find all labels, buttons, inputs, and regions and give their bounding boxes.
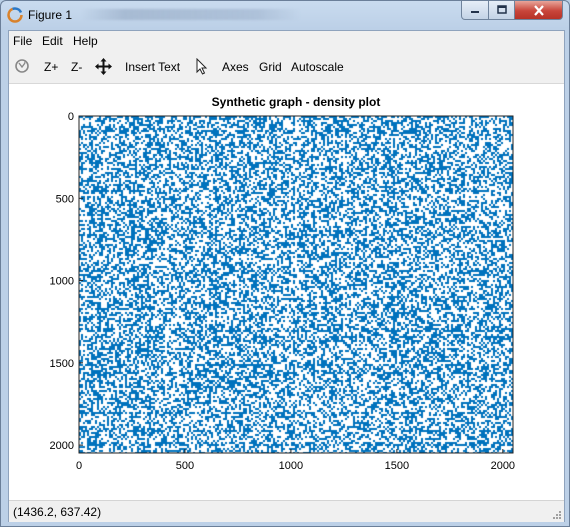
toolbar: Z+ Z- Insert Text Axes Grid Autoscale bbox=[9, 51, 564, 84]
axes-button[interactable]: Axes bbox=[222, 60, 249, 74]
y-tick-label: 500 bbox=[56, 193, 74, 205]
close-icon bbox=[533, 4, 544, 16]
density-plot[interactable]: Synthetic graph - density plot 0 500 1000 1… bbox=[9, 84, 564, 500]
status-bar: (1436.2, 637.42) bbox=[9, 500, 564, 522]
axes-frame bbox=[78, 115, 514, 454]
octave-logo-icon bbox=[7, 7, 23, 23]
x-tick-label: 500 bbox=[176, 460, 194, 472]
window-title: Figure 1 bbox=[28, 8, 73, 22]
resize-grip-icon[interactable] bbox=[551, 509, 562, 520]
menu-help[interactable]: Help bbox=[73, 34, 98, 48]
y-tick-label: 1000 bbox=[50, 276, 74, 288]
density-matrix bbox=[79, 116, 513, 453]
x-tick-label: 1000 bbox=[279, 460, 303, 472]
y-tick-label: 0 bbox=[68, 111, 74, 123]
figure-canvas[interactable]: Synthetic graph - density plot 0 500 1000 1… bbox=[9, 84, 564, 500]
rotate-icon[interactable] bbox=[14, 58, 30, 74]
autoscale-button[interactable]: Autoscale bbox=[291, 60, 344, 74]
menu-edit[interactable]: Edit bbox=[42, 34, 63, 48]
grid-button[interactable]: Grid bbox=[259, 60, 282, 74]
x-tick-label: 1500 bbox=[385, 460, 409, 472]
maximize-button[interactable] bbox=[488, 1, 515, 20]
select-arrow-icon[interactable] bbox=[196, 58, 208, 75]
chart-title: Synthetic graph - density plot bbox=[212, 95, 381, 109]
menu-bar: File Edit Help bbox=[9, 31, 564, 51]
y-tick-label: 1500 bbox=[50, 358, 74, 370]
y-tick-label: 2000 bbox=[50, 440, 74, 452]
menu-file[interactable]: File bbox=[13, 34, 33, 48]
maximize-icon bbox=[496, 5, 507, 14]
cursor-coordinates: (1436.2, 637.42) bbox=[13, 505, 102, 519]
client-area: File Edit Help Z+ Z- Insert Text Axes Gr… bbox=[8, 30, 565, 522]
x-tick-label: 2000 bbox=[491, 460, 515, 472]
pan-icon[interactable] bbox=[95, 58, 112, 75]
zoom-in-button[interactable]: Z+ bbox=[44, 60, 59, 74]
title-bar[interactable]: Figure 1 bbox=[1, 1, 569, 29]
zoom-out-button[interactable]: Z- bbox=[71, 60, 83, 74]
density-matrix-image bbox=[79, 116, 513, 453]
minimize-icon bbox=[471, 11, 479, 13]
close-button[interactable] bbox=[514, 1, 563, 20]
insert-text-button[interactable]: Insert Text bbox=[125, 60, 181, 74]
minimize-button[interactable] bbox=[461, 1, 489, 20]
x-tick-label: 0 bbox=[76, 460, 82, 472]
blurred-title-region bbox=[81, 9, 301, 20]
